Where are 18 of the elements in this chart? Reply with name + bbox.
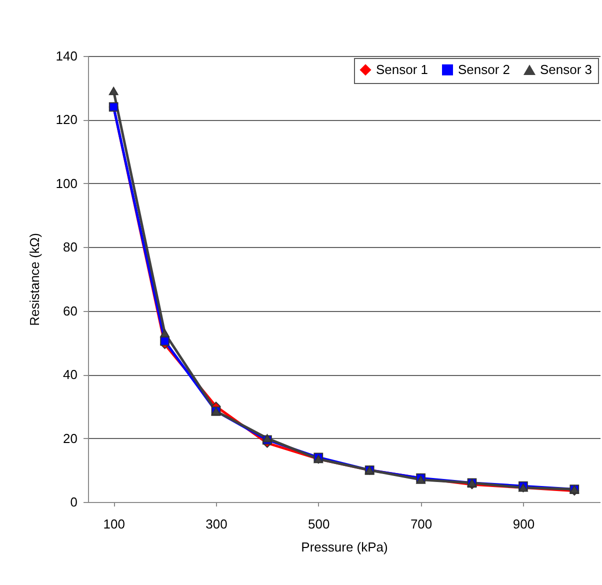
legend-label: Sensor 3 bbox=[540, 62, 592, 78]
y-axis-title: Resistance (kΩ) bbox=[26, 233, 42, 326]
legend-label: Sensor 2 bbox=[458, 62, 510, 77]
y-tick-label: 100 bbox=[56, 176, 78, 191]
y-tick-label: 80 bbox=[63, 240, 78, 255]
x-axis-title: Pressure (kPa) bbox=[301, 540, 388, 554]
x-tick-label: 900 bbox=[512, 516, 535, 532]
x-tick-label: 500 bbox=[308, 516, 330, 532]
x-tick-label: 300 bbox=[206, 516, 228, 532]
x-tick-label: 100 bbox=[103, 516, 125, 532]
y-tick-label: 20 bbox=[63, 430, 78, 446]
x-tick-label: 700 bbox=[410, 516, 432, 532]
y-tick-label: 0 bbox=[70, 494, 78, 510]
y-tick-label: 60 bbox=[63, 303, 78, 318]
y-tick-label: 120 bbox=[56, 112, 78, 128]
y-tick-label: 40 bbox=[63, 367, 78, 382]
y-tick-label: 140 bbox=[56, 48, 78, 64]
legend-label: Sensor 1 bbox=[376, 62, 428, 77]
